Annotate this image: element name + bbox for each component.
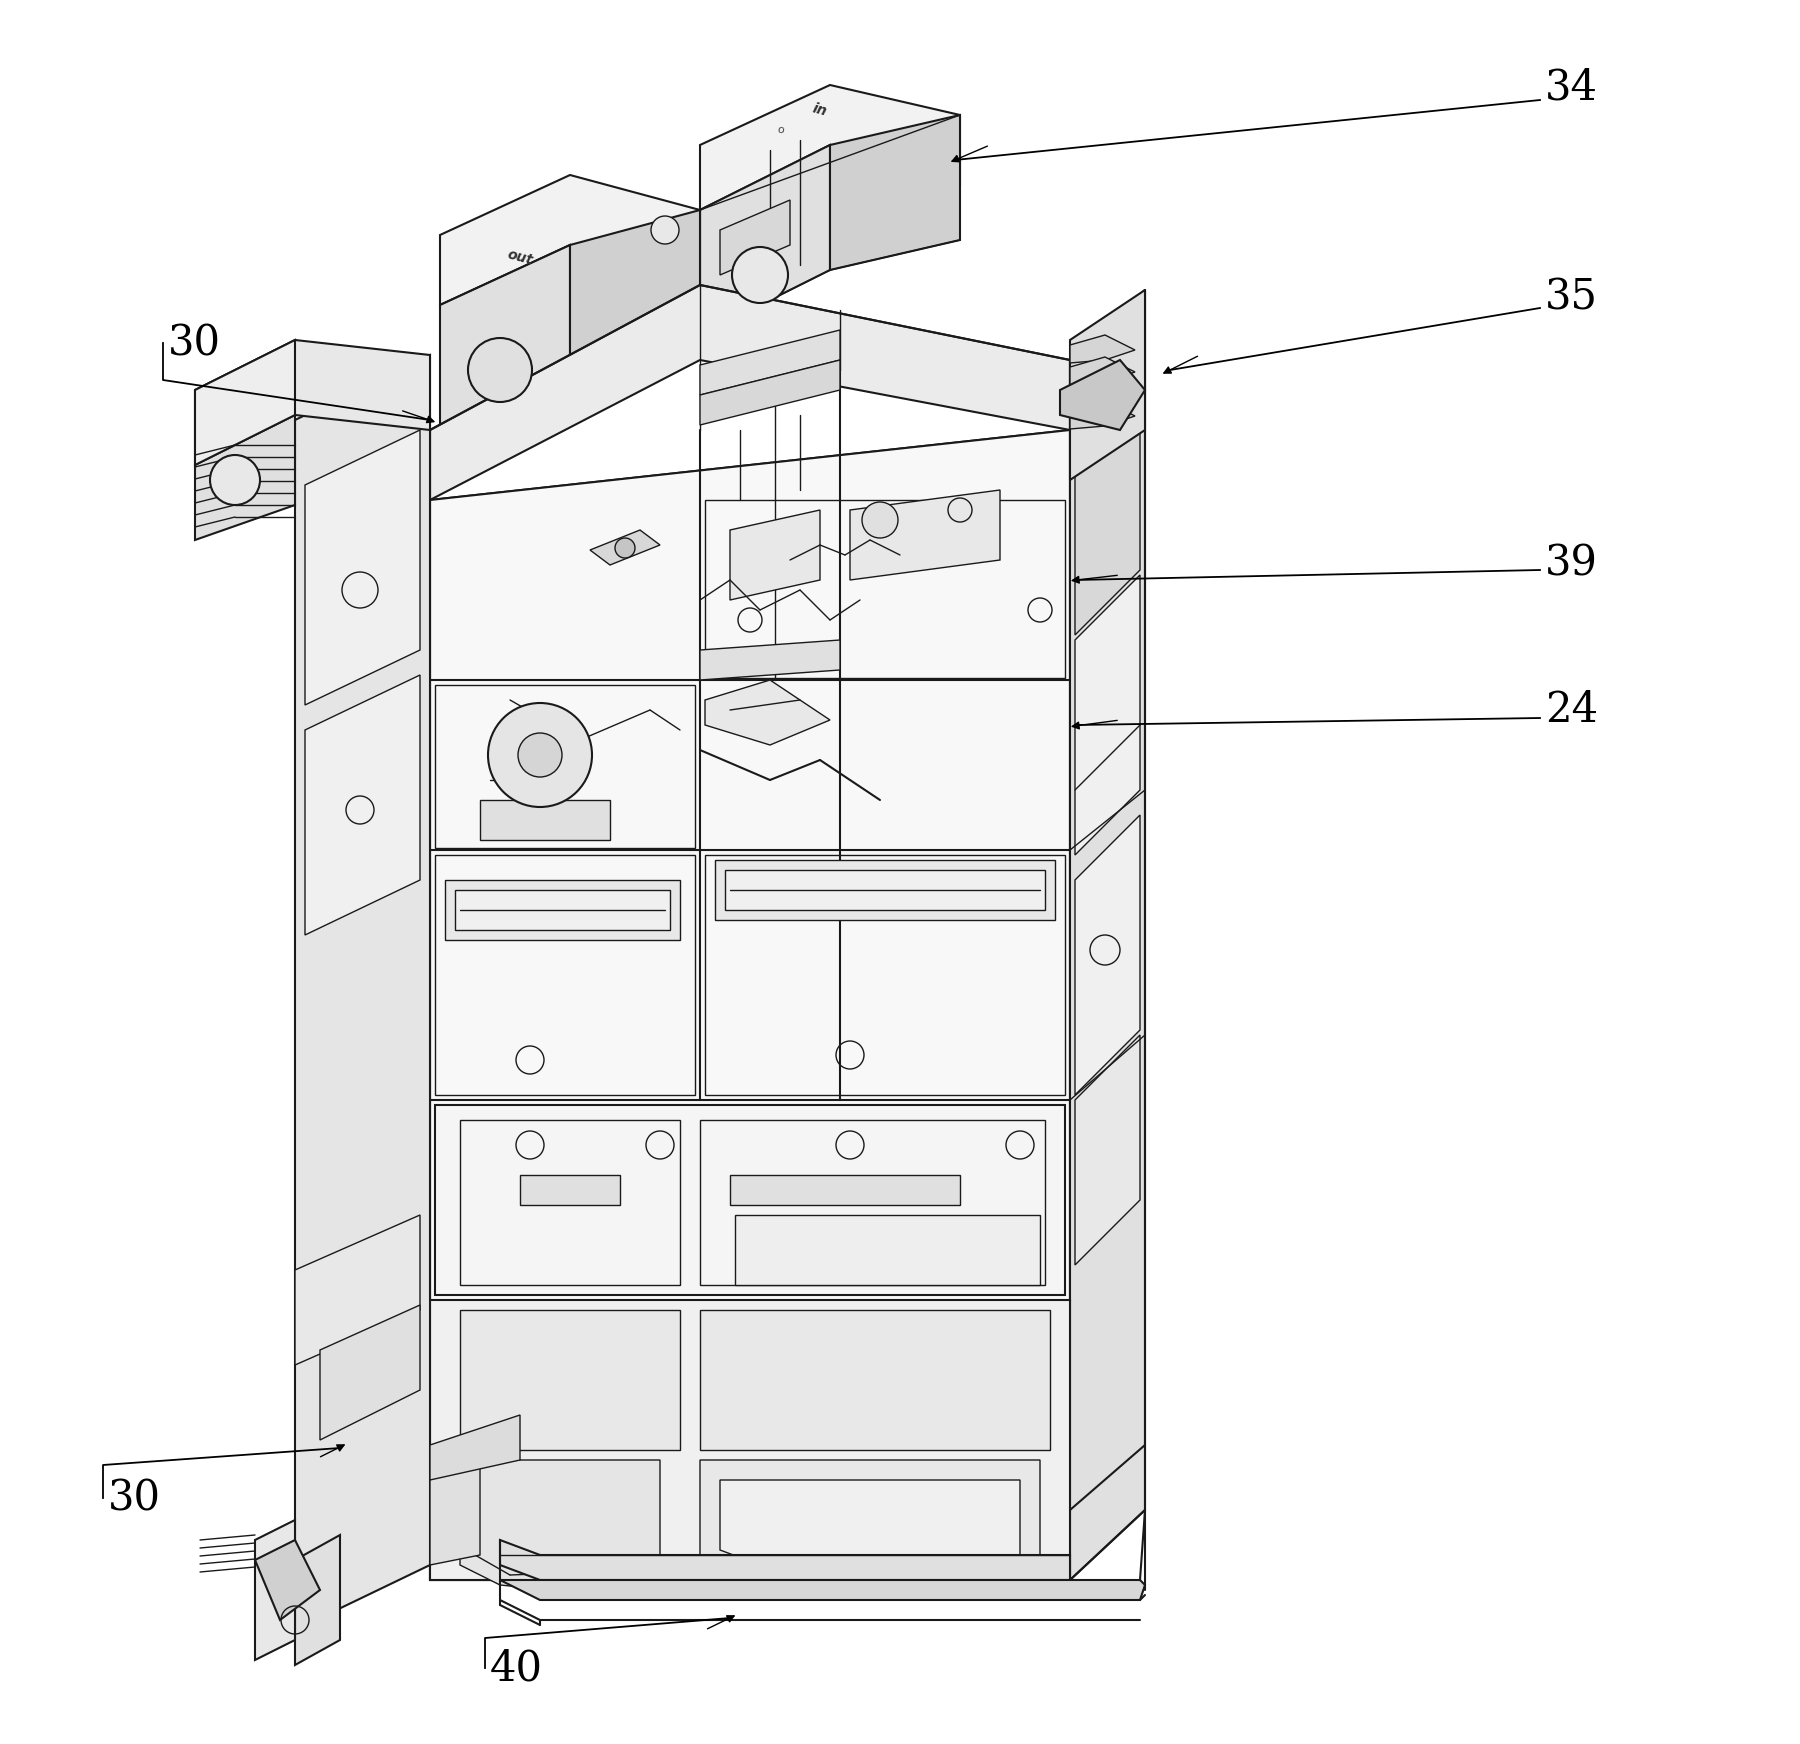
Polygon shape: [304, 431, 419, 705]
Polygon shape: [720, 201, 790, 276]
Polygon shape: [1069, 358, 1136, 385]
Polygon shape: [700, 1460, 1040, 1575]
Polygon shape: [430, 1441, 481, 1564]
Polygon shape: [830, 115, 959, 270]
Polygon shape: [295, 1216, 419, 1366]
Polygon shape: [850, 490, 1001, 581]
Polygon shape: [1075, 394, 1139, 635]
Polygon shape: [1075, 814, 1139, 1095]
Polygon shape: [734, 1216, 1040, 1285]
Circle shape: [211, 455, 259, 506]
Polygon shape: [700, 640, 841, 680]
Circle shape: [652, 216, 679, 244]
Text: o: o: [776, 124, 785, 136]
Polygon shape: [430, 431, 1069, 1580]
Circle shape: [468, 338, 533, 403]
Text: 34: 34: [1544, 66, 1598, 108]
Polygon shape: [461, 1460, 661, 1591]
Circle shape: [488, 703, 592, 807]
Text: 24: 24: [1544, 689, 1598, 731]
Polygon shape: [1069, 290, 1145, 480]
Polygon shape: [500, 1580, 1145, 1599]
Text: 30: 30: [167, 323, 221, 364]
Polygon shape: [520, 1175, 619, 1205]
Polygon shape: [700, 330, 841, 394]
Polygon shape: [731, 509, 821, 600]
Polygon shape: [436, 1106, 1066, 1296]
Polygon shape: [430, 1299, 1069, 1580]
Polygon shape: [1069, 378, 1136, 406]
Polygon shape: [571, 209, 700, 370]
Polygon shape: [1069, 335, 1136, 363]
Circle shape: [616, 537, 635, 558]
Polygon shape: [445, 881, 680, 940]
Polygon shape: [500, 1540, 1069, 1580]
Polygon shape: [295, 1535, 340, 1666]
Polygon shape: [706, 680, 830, 745]
Polygon shape: [700, 85, 959, 209]
Circle shape: [733, 248, 788, 303]
Polygon shape: [1075, 1034, 1139, 1264]
Circle shape: [518, 732, 562, 778]
Polygon shape: [1069, 290, 1145, 1580]
Polygon shape: [194, 415, 295, 541]
Polygon shape: [1075, 576, 1139, 855]
Polygon shape: [590, 530, 661, 565]
Polygon shape: [320, 1305, 419, 1441]
Text: 40: 40: [490, 1646, 544, 1688]
Text: out: out: [506, 248, 535, 269]
Polygon shape: [430, 284, 1069, 501]
Polygon shape: [439, 174, 700, 305]
Polygon shape: [1060, 359, 1145, 431]
Text: 39: 39: [1544, 542, 1598, 584]
Polygon shape: [700, 1310, 1049, 1449]
Polygon shape: [461, 1310, 680, 1449]
Polygon shape: [715, 860, 1055, 921]
Polygon shape: [455, 889, 670, 930]
Polygon shape: [256, 1540, 320, 1620]
Text: 30: 30: [108, 1477, 160, 1519]
Polygon shape: [194, 340, 430, 466]
Text: 35: 35: [1544, 277, 1598, 319]
Polygon shape: [731, 1175, 959, 1205]
Polygon shape: [430, 1414, 520, 1481]
Polygon shape: [700, 359, 841, 426]
Polygon shape: [700, 145, 830, 335]
Polygon shape: [720, 1481, 1021, 1564]
Polygon shape: [256, 1521, 295, 1660]
Text: in: in: [812, 101, 828, 119]
Polygon shape: [304, 675, 419, 935]
Polygon shape: [1069, 401, 1136, 429]
Polygon shape: [295, 356, 430, 1631]
Polygon shape: [439, 244, 571, 431]
Polygon shape: [725, 870, 1046, 910]
Circle shape: [862, 502, 898, 537]
Polygon shape: [194, 340, 295, 466]
Polygon shape: [481, 800, 610, 841]
